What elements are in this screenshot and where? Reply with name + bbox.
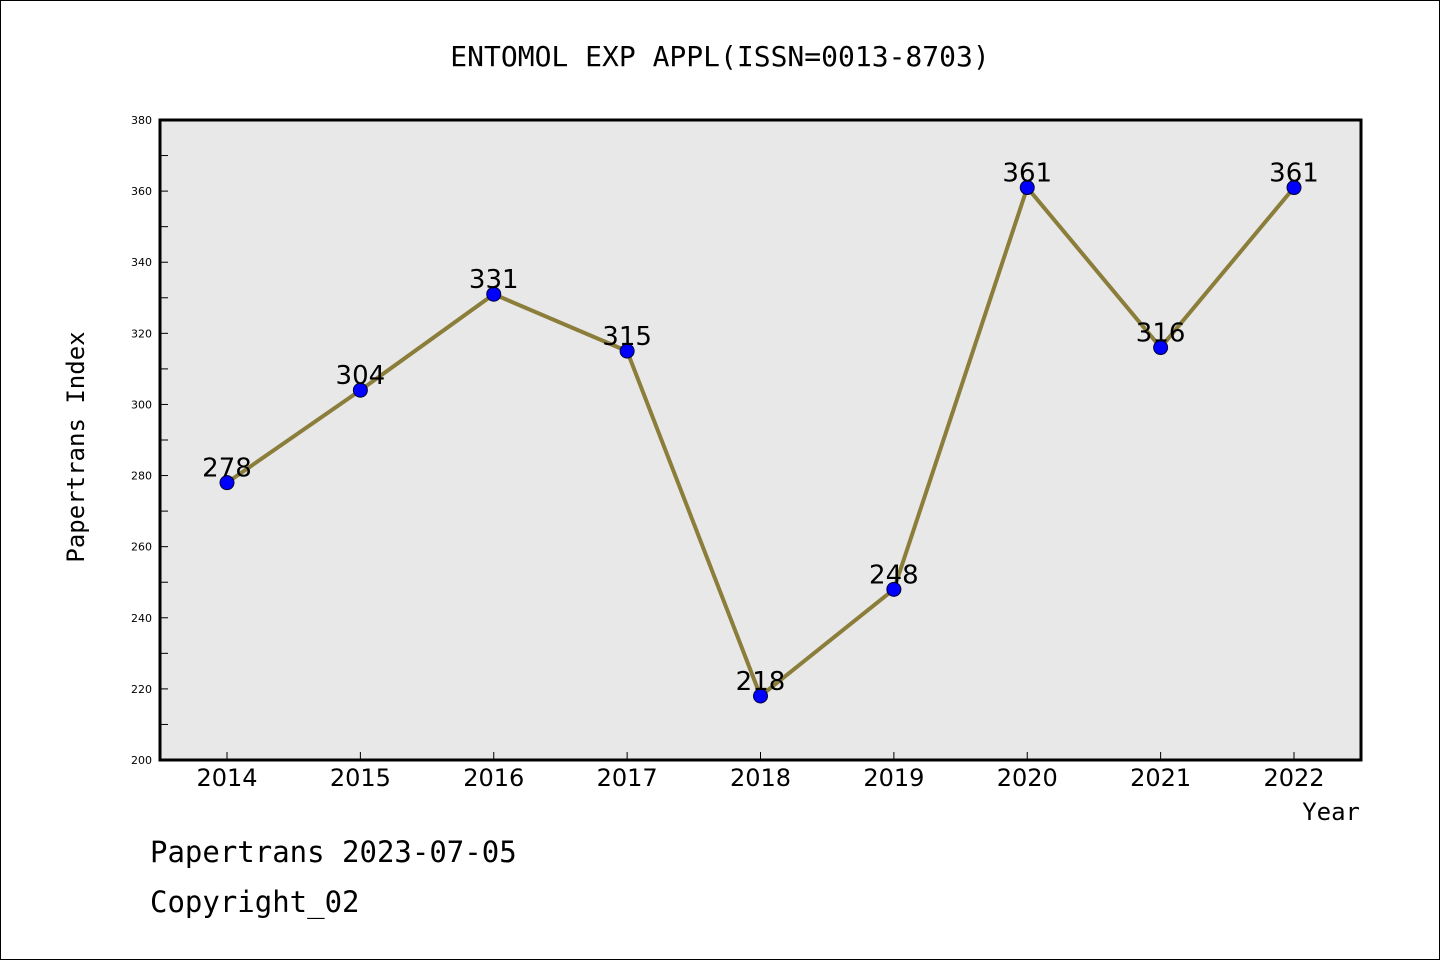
y-tick-label: 200 [131, 754, 152, 767]
data-point [219, 475, 235, 491]
data-point [886, 581, 902, 597]
y-tick-label: 380 [131, 114, 152, 127]
data-label: 248 [869, 560, 919, 590]
x-tick-label: 2017 [597, 764, 658, 792]
data-point [486, 286, 502, 302]
footer-date: Papertrans 2023-07-05 [150, 835, 517, 869]
y-tick-label: 260 [131, 541, 152, 554]
x-tick-label: 2015 [330, 764, 391, 792]
y-tick-label: 360 [131, 185, 152, 198]
y-tick-label: 220 [131, 683, 152, 696]
data-label: 361 [1269, 159, 1319, 189]
footer-copyright: Copyright_02 [150, 885, 360, 919]
data-label: 331 [469, 265, 519, 295]
x-tick-label: 2014 [196, 764, 257, 792]
x-tick-label: 2019 [863, 764, 924, 792]
x-tick-label: 2016 [463, 764, 524, 792]
y-axis: 200 220 240 260 280 300 320 340 360 380 [131, 114, 168, 767]
y-tick-label: 340 [131, 256, 152, 269]
data-label: 304 [336, 361, 386, 391]
data-point [1153, 340, 1169, 356]
data-point [619, 343, 635, 359]
data-label: 316 [1136, 319, 1186, 349]
chart-title: ENTOMOL EXP APPL(ISSN=0013-8703) [450, 40, 989, 73]
data-label: 218 [736, 667, 786, 697]
plot-area [158, 118, 1363, 762]
x-axis-label: Year [1302, 798, 1360, 826]
data-labels: 278 304 331 315 218 248 361 316 361 [202, 159, 1319, 697]
x-tick-label: 2022 [1263, 764, 1324, 792]
data-point [753, 688, 768, 704]
data-label: 278 [202, 454, 252, 484]
y-tick-label: 300 [131, 398, 152, 411]
data-label: 361 [1002, 159, 1052, 189]
y-tick-label: 280 [131, 470, 152, 483]
data-label: 315 [602, 322, 652, 352]
y-tick-label: 320 [131, 327, 152, 340]
y-tick-label: 240 [131, 612, 152, 625]
x-axis: 2014 2015 2016 2017 2018 2019 2020 2021 2022 [196, 752, 1325, 792]
data-point [1019, 180, 1035, 196]
x-tick-label: 2020 [997, 764, 1058, 792]
x-tick-label: 2018 [730, 764, 791, 792]
x-tick-label: 2021 [1130, 764, 1191, 792]
data-point [352, 382, 368, 398]
data-points [219, 180, 1302, 704]
data-point [1286, 180, 1302, 196]
y-axis-label: Papertrans Index [62, 331, 90, 562]
